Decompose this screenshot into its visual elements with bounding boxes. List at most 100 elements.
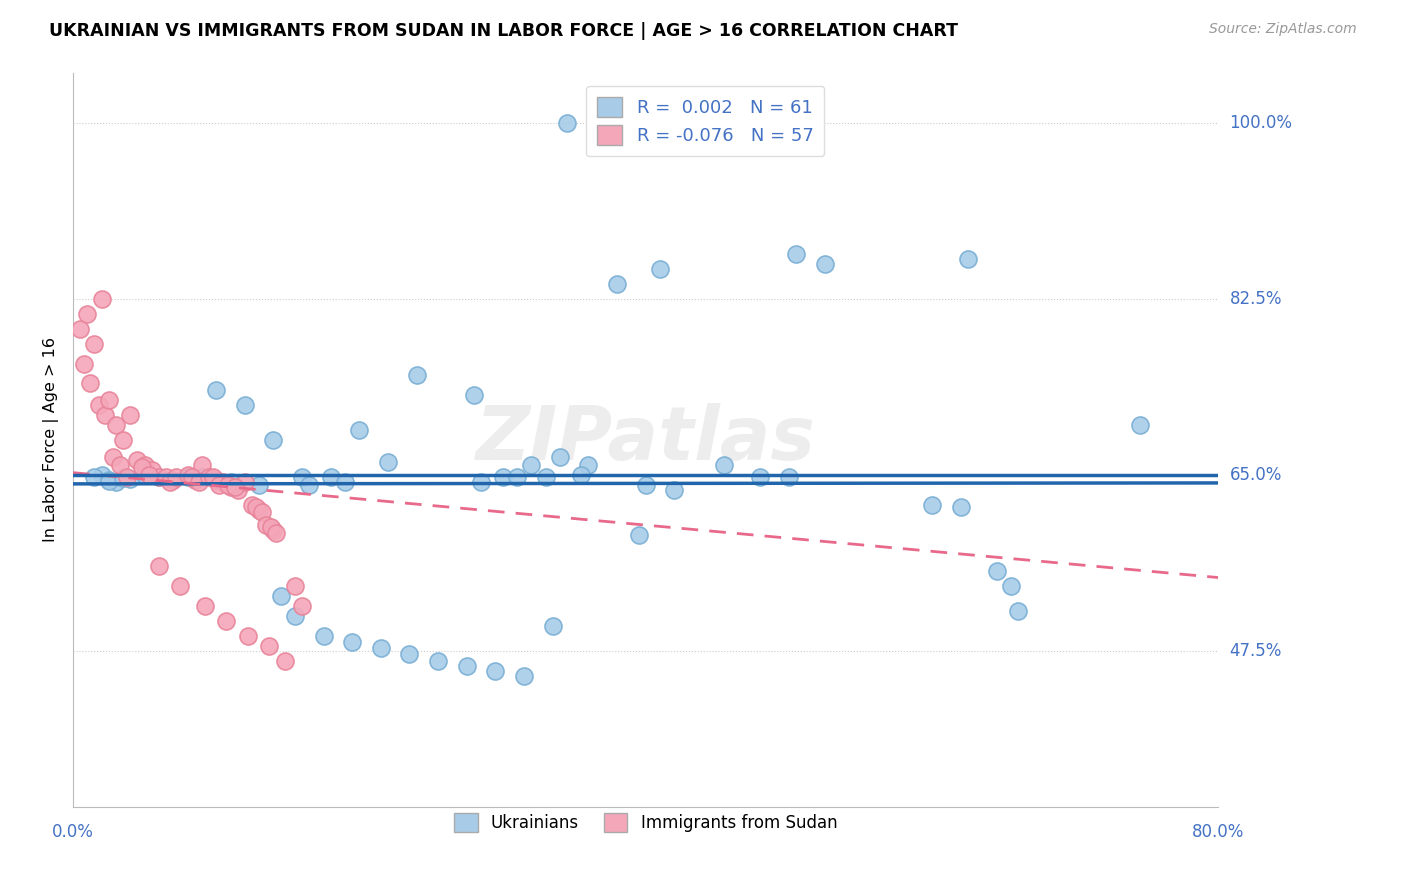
Point <box>138 468 160 483</box>
Point <box>785 247 807 261</box>
Point <box>247 478 270 492</box>
Point <box>534 470 557 484</box>
Point <box>541 619 564 633</box>
Point <box>148 470 170 484</box>
Point <box>949 500 972 515</box>
Point <box>224 480 246 494</box>
Point <box>398 647 420 661</box>
Point <box>245 500 267 515</box>
Point <box>112 433 135 447</box>
Point <box>191 470 214 484</box>
Point <box>188 475 211 489</box>
Point <box>555 116 578 130</box>
Point <box>427 654 450 668</box>
Point <box>349 423 371 437</box>
Point <box>513 669 536 683</box>
Point <box>83 337 105 351</box>
Point <box>778 470 800 484</box>
Point <box>254 518 277 533</box>
Text: ZIPatlas: ZIPatlas <box>475 403 815 476</box>
Point <box>312 629 335 643</box>
Point <box>370 640 392 655</box>
Point <box>148 558 170 573</box>
Point <box>208 478 231 492</box>
Point <box>162 473 184 487</box>
Y-axis label: In Labor Force | Age > 16: In Labor Force | Age > 16 <box>44 337 59 542</box>
Point <box>176 468 198 483</box>
Point <box>484 664 506 678</box>
Point <box>333 475 356 489</box>
Point <box>90 468 112 483</box>
Point <box>101 450 124 464</box>
Point <box>97 392 120 407</box>
Point <box>470 475 492 489</box>
Text: 82.5%: 82.5% <box>1230 290 1282 308</box>
Point <box>180 470 202 484</box>
Point <box>83 470 105 484</box>
Point <box>93 408 115 422</box>
Point <box>491 470 513 484</box>
Point <box>921 498 943 512</box>
Point <box>76 307 98 321</box>
Point <box>240 498 263 512</box>
Point <box>148 470 170 484</box>
Point <box>117 470 139 484</box>
Point <box>257 639 280 653</box>
Point <box>814 257 837 271</box>
Point <box>176 470 198 484</box>
Point <box>247 503 270 517</box>
Point <box>506 470 529 484</box>
Point <box>169 579 191 593</box>
Point <box>664 483 686 497</box>
Point <box>548 450 571 464</box>
Point <box>284 579 307 593</box>
Point <box>319 470 342 484</box>
Point <box>986 564 1008 578</box>
Point <box>202 470 225 484</box>
Point <box>274 654 297 668</box>
Text: 65.0%: 65.0% <box>1230 466 1282 484</box>
Point <box>956 252 979 266</box>
Point <box>127 453 149 467</box>
Point <box>191 458 214 472</box>
Point <box>749 470 772 484</box>
Point <box>205 383 228 397</box>
Point <box>456 659 478 673</box>
Point <box>236 629 259 643</box>
Point <box>165 470 187 484</box>
Point <box>569 468 592 483</box>
Text: 0.0%: 0.0% <box>52 823 94 841</box>
Point <box>270 589 292 603</box>
Point <box>342 635 364 649</box>
Text: 47.5%: 47.5% <box>1230 642 1282 660</box>
Text: 80.0%: 80.0% <box>1192 823 1244 841</box>
Point <box>1000 579 1022 593</box>
Point <box>262 433 284 447</box>
Point <box>262 524 284 538</box>
Text: Source: ZipAtlas.com: Source: ZipAtlas.com <box>1209 22 1357 37</box>
Text: 100.0%: 100.0% <box>1230 114 1292 132</box>
Point <box>120 408 142 422</box>
Point <box>155 470 177 484</box>
Point <box>266 526 288 541</box>
Point <box>233 475 256 489</box>
Point <box>69 322 91 336</box>
Point <box>291 599 314 613</box>
Point <box>284 608 307 623</box>
Point <box>183 473 205 487</box>
Point <box>73 358 96 372</box>
Point <box>131 460 153 475</box>
Point <box>205 473 228 487</box>
Point <box>141 463 163 477</box>
Point <box>104 417 127 432</box>
Text: UKRAINIAN VS IMMIGRANTS FROM SUDAN IN LABOR FORCE | AGE > 16 CORRELATION CHART: UKRAINIAN VS IMMIGRANTS FROM SUDAN IN LA… <box>49 22 959 40</box>
Point <box>298 478 321 492</box>
Point <box>198 470 221 484</box>
Point <box>291 470 314 484</box>
Point <box>79 376 101 390</box>
Point <box>627 528 650 542</box>
Point <box>1007 604 1029 618</box>
Point <box>634 478 657 492</box>
Point <box>110 458 132 472</box>
Point <box>134 458 156 472</box>
